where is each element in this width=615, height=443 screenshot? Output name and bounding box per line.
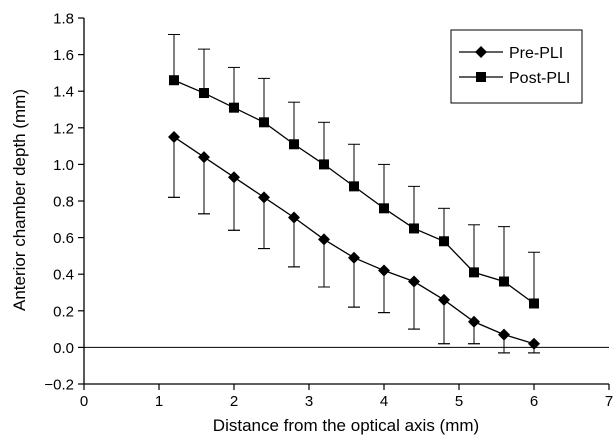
x-tick-label: 6 bbox=[530, 393, 538, 410]
data-point-pre-pli bbox=[198, 151, 210, 164]
x-tick-label: 4 bbox=[380, 393, 388, 410]
data-point-post-pli bbox=[439, 236, 449, 247]
data-point-pre-pli bbox=[168, 130, 180, 143]
x-tick-label: 1 bbox=[155, 393, 163, 410]
x-tick-label: 7 bbox=[605, 393, 613, 410]
legend-marker bbox=[476, 72, 486, 82]
data-point-post-pli bbox=[409, 223, 419, 234]
y-tick-label: 1.2 bbox=[53, 120, 74, 137]
x-tick-label: 3 bbox=[305, 393, 313, 410]
data-point-post-pli bbox=[199, 88, 209, 99]
data-point-post-pli bbox=[499, 276, 509, 287]
data-point-pre-pli bbox=[408, 275, 420, 288]
y-tick-label: 1.0 bbox=[53, 157, 74, 174]
y-tick-label: 0.4 bbox=[53, 267, 74, 284]
legend-label: Pre-PLI bbox=[509, 45, 563, 62]
data-point-pre-pli bbox=[318, 233, 330, 246]
y-axis-title: Anterior chamber depth (mm) bbox=[10, 89, 29, 311]
data-point-post-pli bbox=[349, 181, 359, 192]
y-tick-label: 1.6 bbox=[53, 47, 74, 64]
y-tick-label: 0.8 bbox=[53, 194, 74, 211]
data-point-pre-pli bbox=[468, 315, 480, 328]
data-point-post-pli bbox=[469, 267, 479, 278]
x-tick-label: 0 bbox=[80, 393, 88, 410]
data-point-post-pli bbox=[169, 75, 179, 86]
y-tick-label: 1.8 bbox=[53, 11, 74, 28]
data-point-pre-pli bbox=[258, 191, 270, 204]
y-tick-label: −0.2 bbox=[44, 377, 74, 394]
data-point-pre-pli bbox=[528, 337, 540, 350]
data-point-post-pli bbox=[259, 117, 269, 128]
x-tick-label: 5 bbox=[455, 393, 463, 410]
axes: −0.2 0.0 0.2 0.4 0.6 0.8 1.0 1.2 1.4 1.6 1.8 0 1 2 3 4 5… bbox=[44, 11, 613, 411]
legend-label: Post-PLI bbox=[509, 70, 570, 87]
data-point-post-pli bbox=[229, 102, 239, 113]
data-point-post-pli bbox=[289, 139, 299, 150]
y-tick-label: 1.4 bbox=[53, 84, 74, 101]
data-markers bbox=[168, 75, 540, 350]
data-point-pre-pli bbox=[288, 211, 300, 224]
legend: Pre-PLI Post-PLI bbox=[450, 29, 583, 104]
y-tick-label: 0.2 bbox=[53, 303, 74, 320]
x-tick-label: 2 bbox=[230, 393, 238, 410]
legend-marker bbox=[475, 46, 487, 58]
legend-box bbox=[450, 29, 583, 104]
data-point-pre-pli bbox=[378, 264, 390, 277]
data-point-pre-pli bbox=[348, 251, 360, 264]
y-tick-label: 0.6 bbox=[53, 230, 74, 247]
data-point-post-pli bbox=[379, 203, 389, 214]
data-point-post-pli bbox=[529, 298, 539, 309]
data-point-pre-pli bbox=[228, 171, 240, 184]
y-tick-label: 0.0 bbox=[53, 340, 74, 357]
data-point-post-pli bbox=[319, 159, 329, 170]
data-point-pre-pli bbox=[498, 328, 510, 341]
data-point-pre-pli bbox=[438, 293, 450, 306]
error-bars bbox=[168, 33, 540, 354]
x-axis-title: Distance from the optical axis (mm) bbox=[213, 416, 479, 435]
